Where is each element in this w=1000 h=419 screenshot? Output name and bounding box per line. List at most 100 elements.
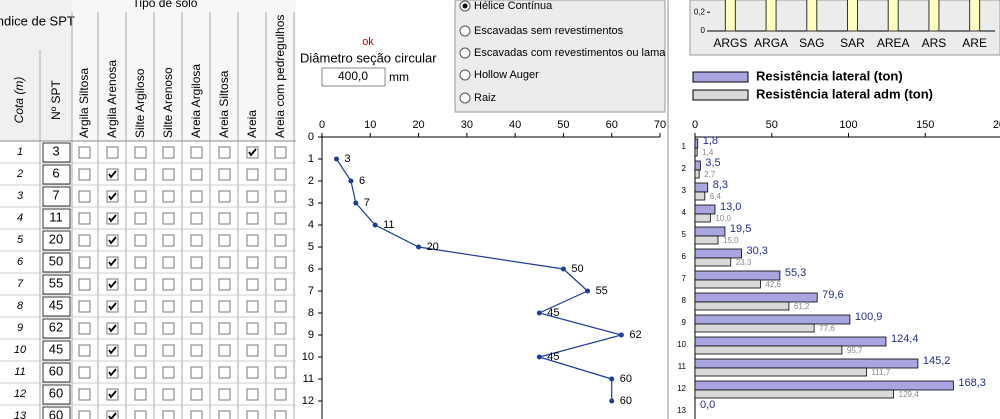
checkbox[interactable] <box>162 168 175 181</box>
spt-cell-text[interactable]: 3 <box>52 143 59 158</box>
checkbox[interactable] <box>274 234 287 247</box>
checkbox[interactable] <box>190 234 203 247</box>
checkbox[interactable] <box>106 146 119 159</box>
radio-label[interactable]: Escavadas sem revestimentos <box>474 25 624 37</box>
checkbox[interactable] <box>274 168 287 181</box>
radio-label[interactable]: Raiz <box>474 92 496 104</box>
checkbox[interactable] <box>78 300 91 313</box>
checkbox[interactable] <box>134 300 147 313</box>
checkbox[interactable] <box>162 300 175 313</box>
checkbox[interactable] <box>162 278 175 291</box>
radio-label[interactable]: Hollow Auger <box>474 69 539 81</box>
checkbox[interactable] <box>246 388 259 401</box>
checkbox[interactable] <box>246 344 259 357</box>
checkbox[interactable] <box>218 190 231 203</box>
checkbox-check[interactable] <box>108 236 117 245</box>
checkbox[interactable] <box>134 278 147 291</box>
radio-dot[interactable] <box>462 3 468 9</box>
spt-cell[interactable] <box>42 164 71 185</box>
spt-cell[interactable] <box>42 318 71 339</box>
checkbox[interactable] <box>78 234 91 247</box>
checkbox[interactable] <box>218 300 231 313</box>
checkbox[interactable] <box>218 410 231 419</box>
checkbox[interactable] <box>162 410 175 419</box>
checkbox[interactable] <box>190 278 203 291</box>
checkbox[interactable] <box>190 366 203 379</box>
checkbox[interactable] <box>134 410 147 419</box>
checkbox[interactable] <box>78 256 91 269</box>
checkbox[interactable] <box>190 410 203 419</box>
radio-label[interactable]: Escavadas com revestimentos ou lama <box>474 47 666 59</box>
spt-cell-text[interactable]: 50 <box>49 253 63 268</box>
spt-cell[interactable] <box>42 406 71 419</box>
radio-button[interactable] <box>459 25 471 37</box>
checkbox[interactable] <box>134 344 147 357</box>
checkbox-check[interactable] <box>108 214 117 223</box>
spt-cell[interactable] <box>42 208 71 229</box>
diameter-input[interactable] <box>321 67 386 87</box>
spt-cell-text[interactable]: 62 <box>49 319 63 334</box>
checkbox[interactable] <box>218 256 231 269</box>
checkbox[interactable] <box>274 322 287 335</box>
checkbox[interactable] <box>246 366 259 379</box>
checkbox[interactable] <box>162 234 175 247</box>
checkbox[interactable] <box>162 212 175 225</box>
checkbox[interactable] <box>274 256 287 269</box>
checkbox[interactable] <box>246 168 259 181</box>
checkbox[interactable] <box>78 366 91 379</box>
checkbox[interactable] <box>246 212 259 225</box>
spt-cell-text[interactable]: 60 <box>49 385 63 400</box>
checkbox[interactable] <box>190 388 203 401</box>
checkbox[interactable] <box>190 168 203 181</box>
checkbox[interactable] <box>134 256 147 269</box>
radio-button[interactable] <box>459 92 471 104</box>
checkbox-check[interactable] <box>108 324 117 333</box>
checkbox[interactable] <box>246 300 259 313</box>
checkbox[interactable] <box>274 146 287 159</box>
spt-cell[interactable] <box>42 142 71 163</box>
checkbox[interactable] <box>218 278 231 291</box>
checkbox[interactable] <box>190 300 203 313</box>
checkbox-check[interactable] <box>108 346 117 355</box>
checkbox[interactable] <box>78 212 91 225</box>
checkbox[interactable] <box>162 366 175 379</box>
checkbox[interactable] <box>190 322 203 335</box>
spt-cell-text[interactable]: 60 <box>49 407 63 419</box>
checkbox-check[interactable] <box>108 170 117 179</box>
diameter-value[interactable]: 400,0 <box>338 69 368 83</box>
checkbox-check[interactable] <box>108 390 117 399</box>
checkbox[interactable] <box>134 366 147 379</box>
checkbox-check[interactable] <box>248 148 257 157</box>
radio-label[interactable]: Hélice Contínua <box>474 0 553 12</box>
checkbox[interactable] <box>134 146 147 159</box>
spt-cell[interactable] <box>42 384 71 405</box>
checkbox-check[interactable] <box>108 302 117 311</box>
checkbox[interactable] <box>134 322 147 335</box>
spt-cell-text[interactable]: 60 <box>49 363 63 378</box>
checkbox[interactable] <box>78 322 91 335</box>
spt-cell-text[interactable]: 7 <box>52 187 59 202</box>
checkbox-check[interactable] <box>108 280 117 289</box>
checkbox[interactable] <box>190 344 203 357</box>
spt-cell[interactable] <box>42 362 71 383</box>
checkbox[interactable] <box>190 190 203 203</box>
checkbox-check[interactable] <box>108 412 117 419</box>
checkbox[interactable] <box>218 146 231 159</box>
checkbox[interactable] <box>162 388 175 401</box>
checkbox[interactable] <box>246 322 259 335</box>
spt-cell[interactable] <box>42 274 71 295</box>
spt-cell-text[interactable]: 6 <box>52 165 59 180</box>
checkbox[interactable] <box>218 344 231 357</box>
checkbox[interactable] <box>218 234 231 247</box>
checkbox[interactable] <box>134 388 147 401</box>
checkbox[interactable] <box>274 300 287 313</box>
checkbox[interactable] <box>246 190 259 203</box>
checkbox[interactable] <box>274 388 287 401</box>
spt-cell-text[interactable]: 45 <box>49 297 63 312</box>
checkbox[interactable] <box>274 366 287 379</box>
checkbox[interactable] <box>274 190 287 203</box>
checkbox[interactable] <box>274 212 287 225</box>
checkbox[interactable] <box>218 322 231 335</box>
spt-cell[interactable] <box>42 230 71 251</box>
checkbox[interactable] <box>218 366 231 379</box>
